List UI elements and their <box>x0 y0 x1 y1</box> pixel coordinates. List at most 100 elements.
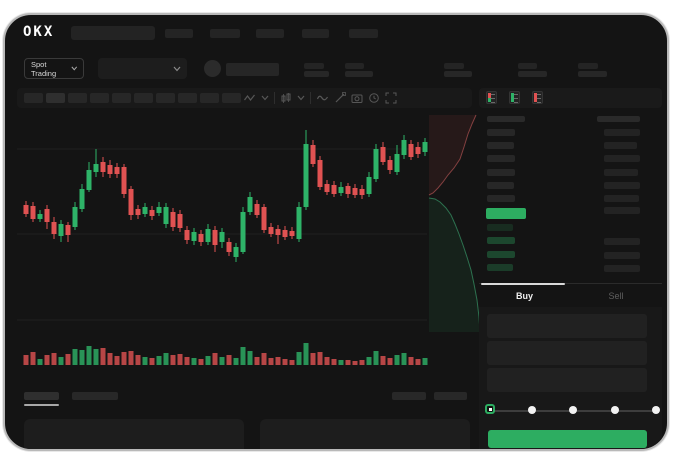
candlestick <box>128 186 134 220</box>
bid-amount-placeholder <box>604 238 640 245</box>
candlestick <box>72 202 78 230</box>
volume-bar <box>324 357 330 365</box>
stat-value-placeholder <box>345 71 373 77</box>
volume-bar <box>23 355 29 365</box>
candlestick <box>219 228 225 248</box>
candlestick <box>226 238 232 256</box>
volume-bar <box>128 351 134 365</box>
candlestick <box>366 172 372 197</box>
market-type-dropdown[interactable]: Spot Trading <box>24 58 84 79</box>
volume-bar <box>240 347 246 365</box>
ask-amount-placeholder <box>604 195 639 202</box>
volume-bar <box>212 353 218 365</box>
candlestick <box>268 223 274 237</box>
volume-bar <box>275 357 281 365</box>
bid-amount-placeholder <box>604 252 640 259</box>
slider-stop-25[interactable] <box>527 406 536 414</box>
nav-search-placeholder[interactable] <box>71 26 155 40</box>
orderbook-toolbar <box>479 88 662 108</box>
stat-value-placeholder <box>444 71 472 77</box>
candlestick <box>163 203 169 228</box>
orderbook-layout-asks-icon[interactable] <box>532 91 543 104</box>
total-input-placeholder[interactable] <box>487 368 647 392</box>
candlestick <box>387 156 393 174</box>
market-type-label: Spot Trading <box>31 59 57 78</box>
candlestick <box>261 204 267 233</box>
volume-bar <box>289 360 295 365</box>
volume-bar <box>310 353 316 365</box>
compare-icon[interactable] <box>316 92 329 104</box>
candlestick <box>359 185 365 199</box>
volume-bar <box>317 352 323 365</box>
history-panel-placeholder <box>260 419 470 449</box>
ask-amount-placeholder <box>604 129 640 136</box>
ask-price-placeholder <box>487 129 515 136</box>
slider-stop-75[interactable] <box>610 406 619 414</box>
volume-bar <box>366 357 372 365</box>
nav-item-placeholder[interactable] <box>256 29 284 38</box>
tab-sell[interactable]: Sell <box>608 291 624 301</box>
indicators-icon[interactable] <box>280 92 292 104</box>
bottom-action-placeholder[interactable] <box>392 392 426 400</box>
price-input-placeholder[interactable] <box>487 314 647 338</box>
orderbook-layout-combined-icon[interactable] <box>486 91 497 104</box>
slider-handle[interactable] <box>485 404 495 414</box>
volume-bar <box>331 359 337 365</box>
okx-logo[interactable]: OKX <box>23 24 55 40</box>
bid-price-placeholder <box>487 224 513 231</box>
amount-input-placeholder[interactable] <box>487 341 647 365</box>
chart-settings-icon[interactable] <box>368 92 380 104</box>
price-row-amount-placeholder <box>604 207 640 214</box>
screenshot-icon[interactable] <box>351 92 363 104</box>
volume-bar <box>184 357 190 365</box>
drawing-tools-icon[interactable] <box>334 92 346 104</box>
candlestick <box>170 208 176 231</box>
volume-bar <box>177 354 183 365</box>
candlestick <box>394 145 400 175</box>
candlestick <box>296 202 302 242</box>
orderbook-layout-bids-icon[interactable] <box>509 91 520 104</box>
candlestick-chart[interactable] <box>17 110 479 372</box>
tab-buy[interactable]: Buy <box>515 291 533 301</box>
volume-bar <box>135 355 141 365</box>
bid-price-placeholder <box>487 251 515 258</box>
nav-item-placeholder[interactable] <box>210 29 240 38</box>
candlestick <box>156 202 162 216</box>
chevron-down-icon[interactable] <box>297 95 305 101</box>
order-book[interactable] <box>479 110 662 283</box>
volume-bar <box>219 357 225 365</box>
pair-dropdown[interactable] <box>98 58 187 79</box>
slider-stop-50[interactable] <box>569 406 577 414</box>
candlestick <box>415 142 421 158</box>
orderbook-layout-switcher <box>486 91 543 104</box>
stat-label-placeholder <box>518 63 537 69</box>
bottom-tab-placeholder[interactable] <box>72 392 118 400</box>
candlestick <box>338 182 344 196</box>
chart-tools <box>243 92 397 104</box>
candlestick <box>121 164 127 198</box>
volume-bar <box>72 349 78 365</box>
fullscreen-icon[interactable] <box>385 92 397 104</box>
nav-item-placeholder[interactable] <box>302 29 329 38</box>
trade-tabs: Buy Sell <box>479 283 662 308</box>
line-style-icon[interactable] <box>243 92 256 104</box>
slider-stop-100[interactable] <box>652 406 660 414</box>
candlestick <box>240 207 246 254</box>
bid-amount-placeholder <box>604 265 640 272</box>
candlestick <box>100 157 106 177</box>
bid-price-placeholder <box>487 264 513 271</box>
bottom-tab-placeholder-active[interactable] <box>24 392 59 400</box>
nav-item-placeholder[interactable] <box>349 29 378 38</box>
bottom-action-placeholder[interactable] <box>434 392 467 400</box>
ask-amount-placeholder <box>604 169 638 176</box>
candlestick <box>233 243 239 262</box>
candlestick <box>275 225 281 244</box>
candlestick <box>58 220 64 242</box>
candlestick <box>44 205 50 229</box>
chevron-down-icon[interactable] <box>261 95 269 101</box>
nav-item-placeholder[interactable] <box>165 29 193 38</box>
candlestick <box>65 222 71 242</box>
buy-button[interactable] <box>488 430 647 448</box>
price-chart-canvas <box>17 114 479 365</box>
candlestick <box>198 230 204 246</box>
